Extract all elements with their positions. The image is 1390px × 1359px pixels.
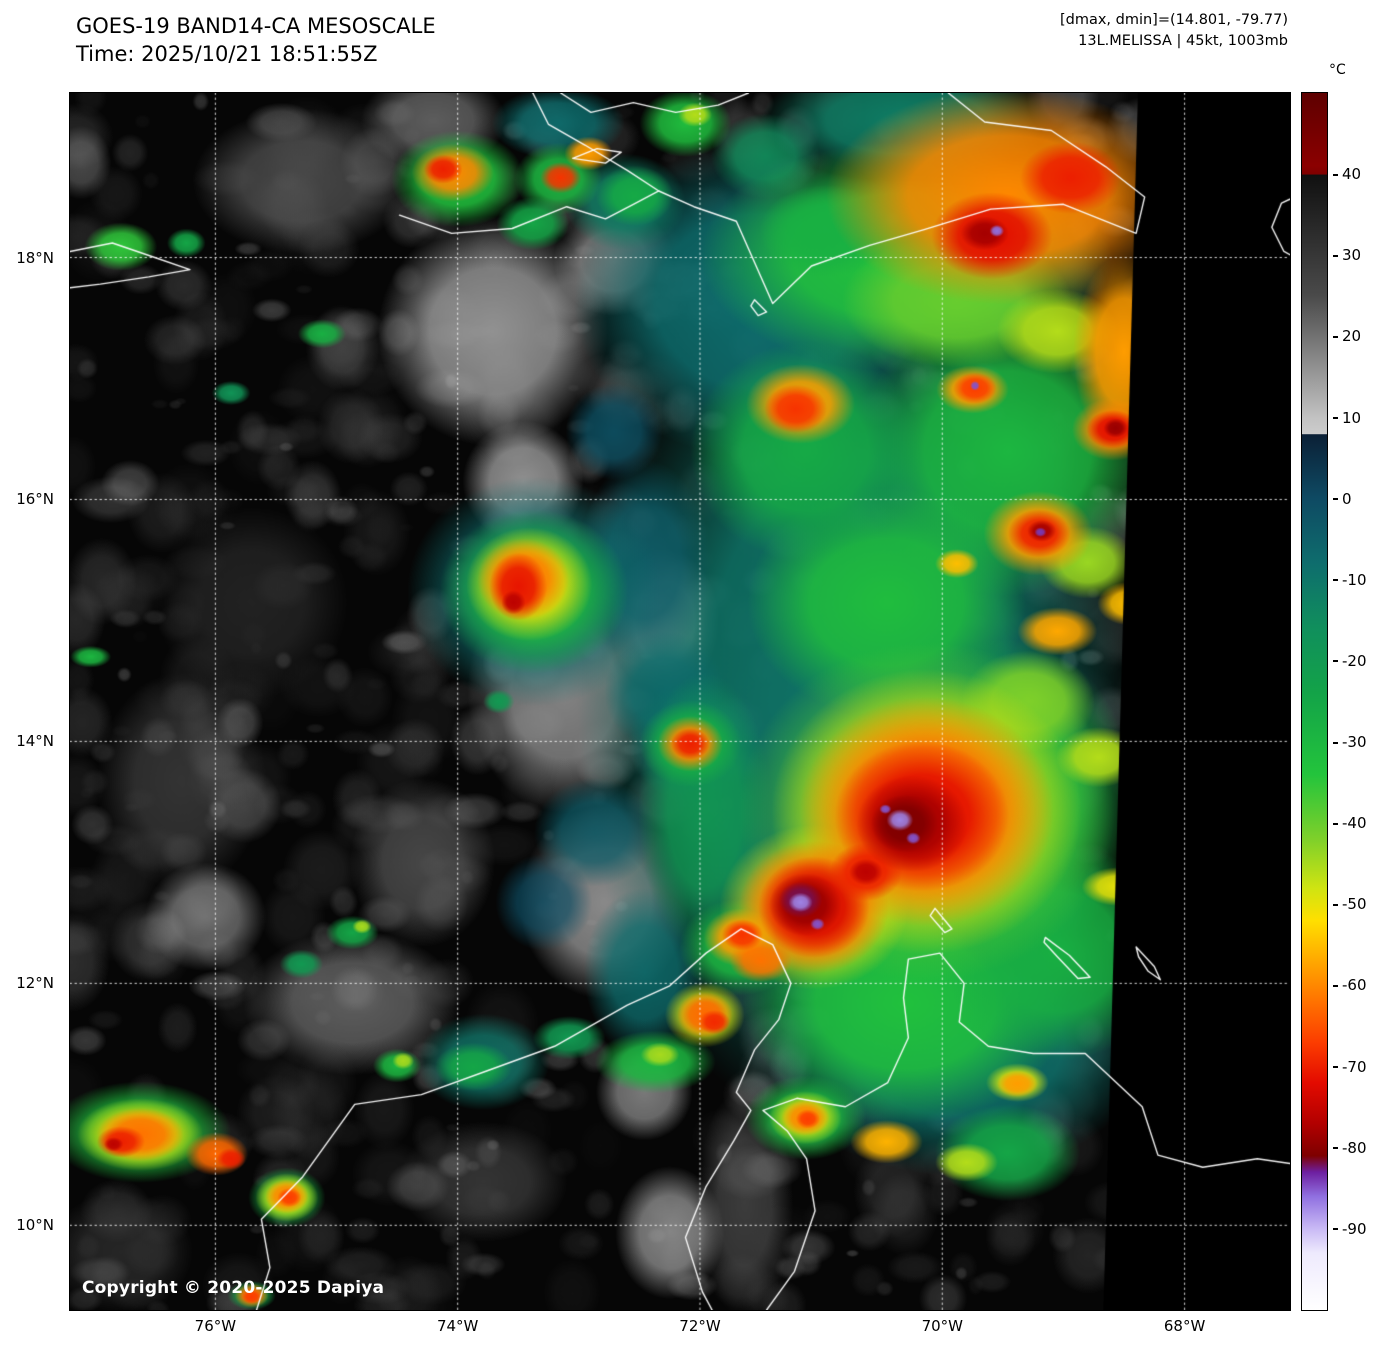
map-frame: Copyright © 2020-2025 Dapiya (69, 92, 1291, 1311)
colorbar-tick-labels: 40 30 20 10 0 -10 -20 -30 -40 -50 -60 -70 -80 -90 (1333, 93, 1389, 1310)
colorbar-tick-label: 0 (1333, 490, 1352, 508)
lat-tick-label: 14°N (16, 732, 54, 751)
colorbar-tick-label: -70 (1333, 1058, 1367, 1076)
colorbar-tick-label: -20 (1333, 652, 1367, 670)
colorbar-tick-label: -40 (1333, 814, 1367, 832)
colorbar-tick-label: -90 (1333, 1220, 1367, 1238)
longitude-axis: 76°W 74°W 72°W 70°W 68°W (70, 1312, 1290, 1342)
colorbar-tick-label: 20 (1333, 327, 1361, 345)
colorbar-tick-label: 40 (1333, 165, 1361, 183)
latitude-axis: 18°N 16°N 14°N 12°N 10°N (0, 93, 64, 1310)
header-left: GOES-19 BAND14-CA MESOSCALE Time: 2025/1… (76, 12, 436, 68)
lat-tick-label: 10°N (16, 1216, 54, 1235)
lat-tick-label: 16°N (16, 490, 54, 509)
figure-title: GOES-19 BAND14-CA MESOSCALE (76, 14, 436, 38)
lat-tick-label: 12°N (16, 974, 54, 993)
copyright-label: Copyright © 2020-2025 Dapiya (82, 1278, 385, 1298)
satellite-imagery-canvas (70, 93, 1290, 1310)
dmax-dmin-readout: [dmax, dmin]=(14.801, -79.77) (1059, 12, 1288, 28)
colorbar (1301, 92, 1328, 1311)
lon-tick-label: 68°W (1163, 1317, 1206, 1335)
lon-tick-label: 76°W (194, 1317, 237, 1335)
colorbar-tick-label: -80 (1333, 1139, 1367, 1157)
figure-time: Time: 2025/10/21 18:51:55Z (76, 42, 378, 66)
lon-tick-label: 74°W (436, 1317, 479, 1335)
lon-tick-label: 70°W (921, 1317, 963, 1335)
colorbar-tick-label: -30 (1333, 733, 1367, 751)
colorbar-tick-label: -10 (1333, 571, 1367, 589)
lat-tick-label: 18°N (16, 248, 54, 267)
colorbar-gradient (1302, 93, 1327, 1310)
colorbar-tick-label: -60 (1333, 976, 1367, 994)
colorbar-tick-label: 30 (1333, 246, 1361, 264)
colorbar-unit-label: °C (1329, 62, 1346, 78)
colorbar-tick-label: -50 (1333, 895, 1367, 913)
storm-info: 13L.MELISSA | 45kt, 1003mb (1078, 33, 1288, 49)
header-right: [dmax, dmin]=(14.801, -79.77) 13L.MELISS… (1060, 10, 1288, 52)
colorbar-tick-label: 10 (1333, 409, 1361, 427)
lon-tick-label: 72°W (679, 1317, 721, 1335)
